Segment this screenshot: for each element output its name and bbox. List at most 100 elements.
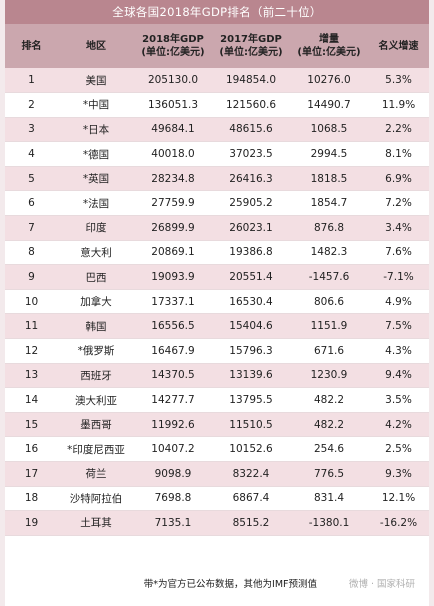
page-title: 全球各国2018年GDP排名（前二十位） bbox=[5, 0, 429, 24]
cell-increase: 482.2 bbox=[290, 412, 368, 438]
cell-growth: 12.1% bbox=[368, 486, 429, 512]
cell-growth: 6.9% bbox=[368, 166, 429, 192]
table-row: 3 *日本 49684.1 48615.6 1068.5 2.2% bbox=[5, 117, 429, 143]
table-row: 1 美国 205130.0 194854.0 10276.0 5.3% bbox=[5, 68, 429, 94]
header-growth: 名义增速 bbox=[368, 24, 429, 68]
cell-region: 美国 bbox=[58, 68, 134, 94]
cell-growth: 8.1% bbox=[368, 141, 429, 167]
cell-increase: 876.8 bbox=[290, 215, 368, 241]
table-row: 2 *中国 136051.3 121560.6 14490.7 11.9% bbox=[5, 92, 429, 118]
cell-growth: 11.9% bbox=[368, 92, 429, 118]
table-row: 12 *俄罗斯 16467.9 15796.3 671.6 4.3% bbox=[5, 338, 429, 364]
cell-region: *英国 bbox=[58, 166, 134, 192]
cell-gdp2018: 49684.1 bbox=[134, 117, 212, 143]
cell-gdp2018: 40018.0 bbox=[134, 141, 212, 167]
cell-gdp2018: 28234.8 bbox=[134, 166, 212, 192]
cell-gdp2017: 15404.6 bbox=[212, 313, 290, 340]
cell-rank: 8 bbox=[5, 240, 58, 266]
header-region: 地区 bbox=[58, 24, 134, 68]
table-row: 4 *德国 40018.0 37023.5 2994.5 8.1% bbox=[5, 141, 429, 167]
cell-gdp2017: 13795.5 bbox=[212, 387, 290, 413]
cell-region: 土耳其 bbox=[58, 510, 134, 536]
cell-region: 巴西 bbox=[58, 264, 134, 290]
table-row: 7 印度 26899.9 26023.1 876.8 3.4% bbox=[5, 215, 429, 241]
cell-gdp2017: 19386.8 bbox=[212, 240, 290, 266]
cell-growth: 7.5% bbox=[368, 313, 429, 340]
cell-increase: 1230.9 bbox=[290, 363, 368, 389]
table-row: 11 韩国 16556.5 15404.6 1151.9 7.5% bbox=[5, 313, 429, 340]
cell-gdp2018: 11992.6 bbox=[134, 412, 212, 438]
cell-gdp2017: 15796.3 bbox=[212, 338, 290, 364]
cell-rank: 4 bbox=[5, 141, 58, 167]
cell-gdp2018: 205130.0 bbox=[134, 68, 212, 94]
cell-region: 墨西哥 bbox=[58, 412, 134, 438]
cell-rank: 6 bbox=[5, 190, 58, 217]
cell-rank: 5 bbox=[5, 166, 58, 192]
cell-growth: 2.5% bbox=[368, 436, 429, 462]
cell-gdp2017: 11510.5 bbox=[212, 412, 290, 438]
cell-increase: 254.6 bbox=[290, 436, 368, 462]
cell-increase: 1482.3 bbox=[290, 240, 368, 266]
table-row: 18 沙特阿拉伯 7698.8 6867.4 831.4 12.1% bbox=[5, 486, 429, 512]
header-gdp2017: 2017年GDP (单位:亿美元) bbox=[212, 24, 290, 68]
cell-region: 意大利 bbox=[58, 240, 134, 266]
cell-gdp2018: 26899.9 bbox=[134, 215, 212, 241]
cell-growth: 7.2% bbox=[368, 190, 429, 217]
cell-rank: 10 bbox=[5, 289, 58, 315]
cell-growth: 7.6% bbox=[368, 240, 429, 266]
cell-gdp2017: 194854.0 bbox=[212, 68, 290, 94]
cell-region: *法国 bbox=[58, 190, 134, 217]
cell-region: 沙特阿拉伯 bbox=[58, 486, 134, 512]
cell-rank: 7 bbox=[5, 215, 58, 241]
cell-gdp2018: 16556.5 bbox=[134, 313, 212, 340]
header-increase-unit: (单位:亿美元) bbox=[297, 47, 361, 58]
header-gdp2018-unit: (单位:亿美元) bbox=[141, 47, 205, 58]
cell-increase: -1380.1 bbox=[290, 510, 368, 536]
table-row: 15 墨西哥 11992.6 11510.5 482.2 4.2% bbox=[5, 412, 429, 438]
cell-growth: 2.2% bbox=[368, 117, 429, 143]
cell-gdp2018: 17337.1 bbox=[134, 289, 212, 315]
gdp-ranking-sheet: 全球各国2018年GDP排名（前二十位） 排名 地区 2018年GDP (单位:亿… bbox=[5, 0, 429, 606]
cell-region: *中国 bbox=[58, 92, 134, 118]
cell-increase: 806.6 bbox=[290, 289, 368, 315]
cell-rank: 18 bbox=[5, 486, 58, 512]
cell-gdp2017: 10152.6 bbox=[212, 436, 290, 462]
cell-increase: 1151.9 bbox=[290, 313, 368, 340]
cell-gdp2018: 7135.1 bbox=[134, 510, 212, 536]
cell-gdp2018: 7698.8 bbox=[134, 486, 212, 512]
cell-region: 韩国 bbox=[58, 313, 134, 340]
cell-region: 西班牙 bbox=[58, 363, 134, 389]
table-row: 17 荷兰 9098.9 8322.4 776.5 9.3% bbox=[5, 461, 429, 487]
header-gdp2018: 2018年GDP (单位:亿美元) bbox=[134, 24, 212, 68]
footer: 带*为官方已公布数据，其他为IMF预测值 微博 · 国家科研 bbox=[5, 536, 429, 606]
cell-increase: 831.4 bbox=[290, 486, 368, 512]
cell-rank: 1 bbox=[5, 68, 58, 94]
cell-gdp2018: 10407.2 bbox=[134, 436, 212, 462]
cell-growth: -7.1% bbox=[368, 264, 429, 290]
table-row: 8 意大利 20869.1 19386.8 1482.3 7.6% bbox=[5, 240, 429, 266]
header-gdp2018-line1: 2018年GDP bbox=[142, 34, 204, 45]
cell-increase: 1818.5 bbox=[290, 166, 368, 192]
header-increase-line1: 增量 bbox=[319, 34, 339, 45]
header-gdp2017-line1: 2017年GDP bbox=[220, 34, 282, 45]
cell-gdp2017: 8322.4 bbox=[212, 461, 290, 487]
gdp-table: 排名 地区 2018年GDP (单位:亿美元) 2017年GDP (单位:亿美元) … bbox=[5, 24, 429, 561]
cell-increase: 1068.5 bbox=[290, 117, 368, 143]
table-row: 16 *印度尼西亚 10407.2 10152.6 254.6 2.5% bbox=[5, 436, 429, 462]
table-header-row: 排名 地区 2018年GDP (单位:亿美元) 2017年GDP (单位:亿美元) … bbox=[5, 24, 429, 68]
table-row: 5 *英国 28234.8 26416.3 1818.5 6.9% bbox=[5, 166, 429, 192]
cell-gdp2017: 20551.4 bbox=[212, 264, 290, 290]
cell-increase: 776.5 bbox=[290, 461, 368, 487]
cell-region: *日本 bbox=[58, 117, 134, 143]
cell-gdp2017: 25905.2 bbox=[212, 190, 290, 217]
cell-gdp2018: 14370.5 bbox=[134, 363, 212, 389]
cell-region: 印度 bbox=[58, 215, 134, 241]
cell-increase: 10276.0 bbox=[290, 68, 368, 94]
cell-gdp2018: 27759.9 bbox=[134, 190, 212, 217]
cell-gdp2017: 26023.1 bbox=[212, 215, 290, 241]
cell-gdp2017: 37023.5 bbox=[212, 141, 290, 167]
cell-gdp2017: 8515.2 bbox=[212, 510, 290, 536]
cell-rank: 9 bbox=[5, 264, 58, 290]
cell-gdp2018: 19093.9 bbox=[134, 264, 212, 290]
cell-region: 澳大利亚 bbox=[58, 387, 134, 413]
